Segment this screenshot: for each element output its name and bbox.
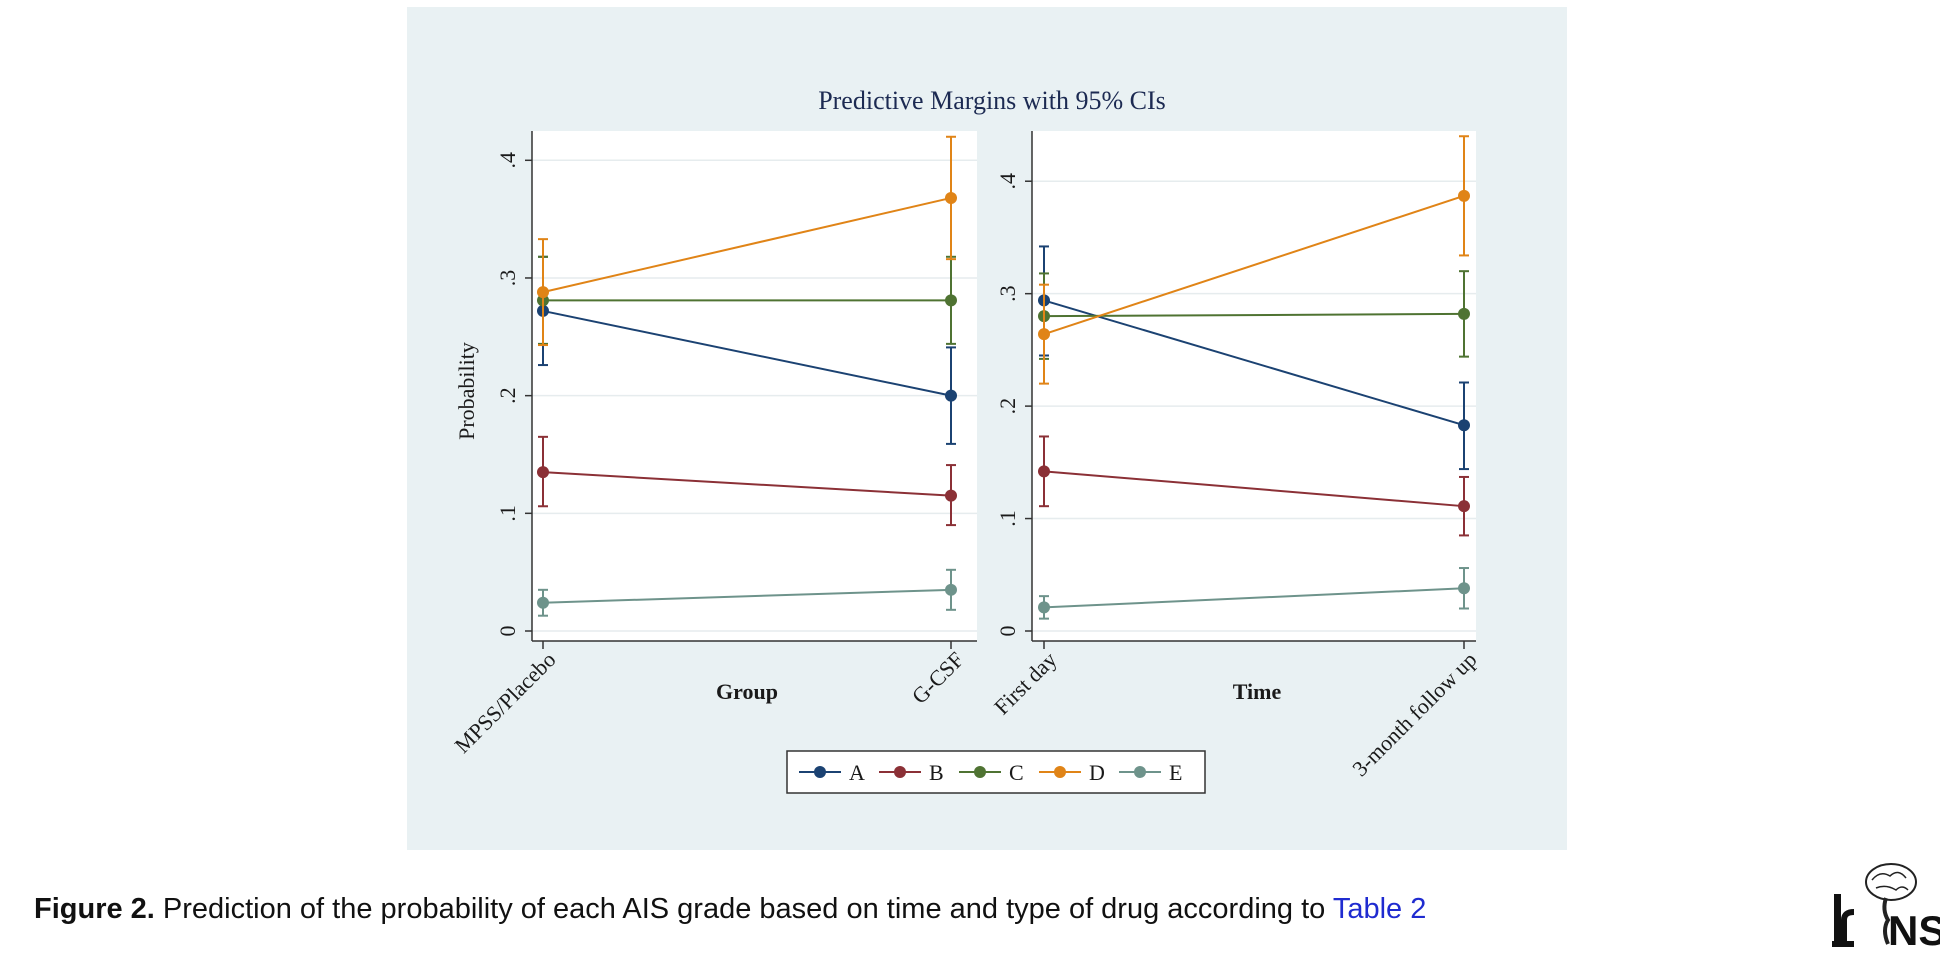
caption-text: Prediction of the probability of each AI… bbox=[154, 893, 1333, 925]
legend-label: B bbox=[929, 760, 944, 785]
series-line bbox=[1043, 312, 1465, 318]
data-point bbox=[537, 466, 549, 479]
data-point bbox=[537, 596, 549, 609]
series-line bbox=[542, 588, 952, 604]
series-line bbox=[542, 309, 952, 397]
y-tick-label: .3 bbox=[495, 270, 520, 287]
y-tick-label: .4 bbox=[995, 173, 1020, 190]
legend-marker bbox=[814, 766, 826, 778]
legend-label: E bbox=[1169, 760, 1182, 785]
series-line bbox=[1043, 299, 1465, 427]
legend-label: A bbox=[849, 760, 865, 785]
x-axis-title: Group bbox=[716, 679, 778, 704]
y-tick-label: .1 bbox=[495, 505, 520, 521]
chart-title: Predictive Margins with 95% CIs bbox=[818, 86, 1166, 115]
legend-marker bbox=[1054, 766, 1066, 778]
caption-label: Figure 2. bbox=[34, 893, 155, 925]
series-b bbox=[1038, 435, 1470, 537]
chart-panel-2: 0 .1 .2 .3 .4 First day 3-month follow up Time bbox=[989, 131, 1482, 781]
series-line bbox=[1043, 587, 1465, 609]
legend: A B C D E bbox=[786, 750, 1206, 794]
data-point bbox=[537, 286, 549, 299]
figure-caption: Figure 2. Prediction of the probability … bbox=[34, 893, 1426, 926]
y-axis-label: Probability bbox=[454, 342, 479, 440]
data-point bbox=[945, 489, 957, 502]
y-tick-label: 0 bbox=[495, 626, 520, 637]
x-axis-title: Time bbox=[1233, 679, 1282, 704]
series-d bbox=[1038, 135, 1470, 385]
data-point bbox=[1458, 307, 1470, 320]
table-link[interactable]: Table 2 bbox=[1332, 893, 1427, 925]
legend-marker bbox=[1134, 766, 1146, 778]
legend-marker bbox=[894, 766, 906, 778]
series-e bbox=[537, 568, 957, 617]
y-tick-label: .2 bbox=[995, 398, 1020, 415]
predictive-margins-chart: Predictive Margins with 95% CIs Probabil… bbox=[449, 86, 1482, 794]
plot-area bbox=[1032, 131, 1476, 641]
legend-item-b: B bbox=[879, 760, 944, 785]
data-point bbox=[945, 389, 957, 402]
chart-panel-1: 0 .1 .2 .3 .4 MPSS/Placebo G-CSF Group bbox=[449, 131, 977, 758]
x-category-label: 3-month follow up bbox=[1347, 647, 1481, 781]
series-e bbox=[1038, 567, 1470, 620]
legend-item-e: E bbox=[1119, 760, 1182, 785]
logo-text: NS bbox=[1888, 907, 1940, 948]
data-point bbox=[1038, 465, 1050, 478]
x-category-label: G-CSF bbox=[907, 647, 969, 709]
x-category-label: First day bbox=[989, 647, 1062, 720]
legend-item-a: A bbox=[799, 760, 865, 785]
data-point bbox=[1458, 582, 1470, 595]
series-d bbox=[537, 135, 957, 347]
x-category-label: MPSS/Placebo bbox=[449, 647, 560, 758]
y-tick-label: .4 bbox=[495, 152, 520, 169]
y-tick-label: .3 bbox=[995, 285, 1020, 302]
y-tick-label: .1 bbox=[995, 510, 1020, 527]
data-point bbox=[1458, 419, 1470, 432]
data-point bbox=[945, 583, 957, 596]
legend-marker bbox=[974, 766, 986, 778]
brain-spine-logo-icon: NS bbox=[1832, 863, 1940, 948]
series-line bbox=[1043, 470, 1465, 508]
legend-label: D bbox=[1089, 760, 1105, 785]
series-line bbox=[1043, 194, 1465, 336]
y-tick-label: .2 bbox=[495, 387, 520, 404]
data-point bbox=[1038, 328, 1050, 341]
data-point bbox=[945, 191, 957, 204]
data-point bbox=[945, 294, 957, 307]
data-point bbox=[1038, 601, 1050, 614]
series-line bbox=[542, 196, 952, 294]
data-point bbox=[1458, 189, 1470, 202]
series-b bbox=[537, 435, 957, 527]
legend-label: C bbox=[1009, 760, 1024, 785]
legend-item-c: C bbox=[959, 760, 1024, 785]
series-line bbox=[542, 471, 952, 497]
legend-item-d: D bbox=[1039, 760, 1105, 785]
data-point bbox=[1458, 500, 1470, 513]
y-tick-label: 0 bbox=[995, 626, 1020, 637]
